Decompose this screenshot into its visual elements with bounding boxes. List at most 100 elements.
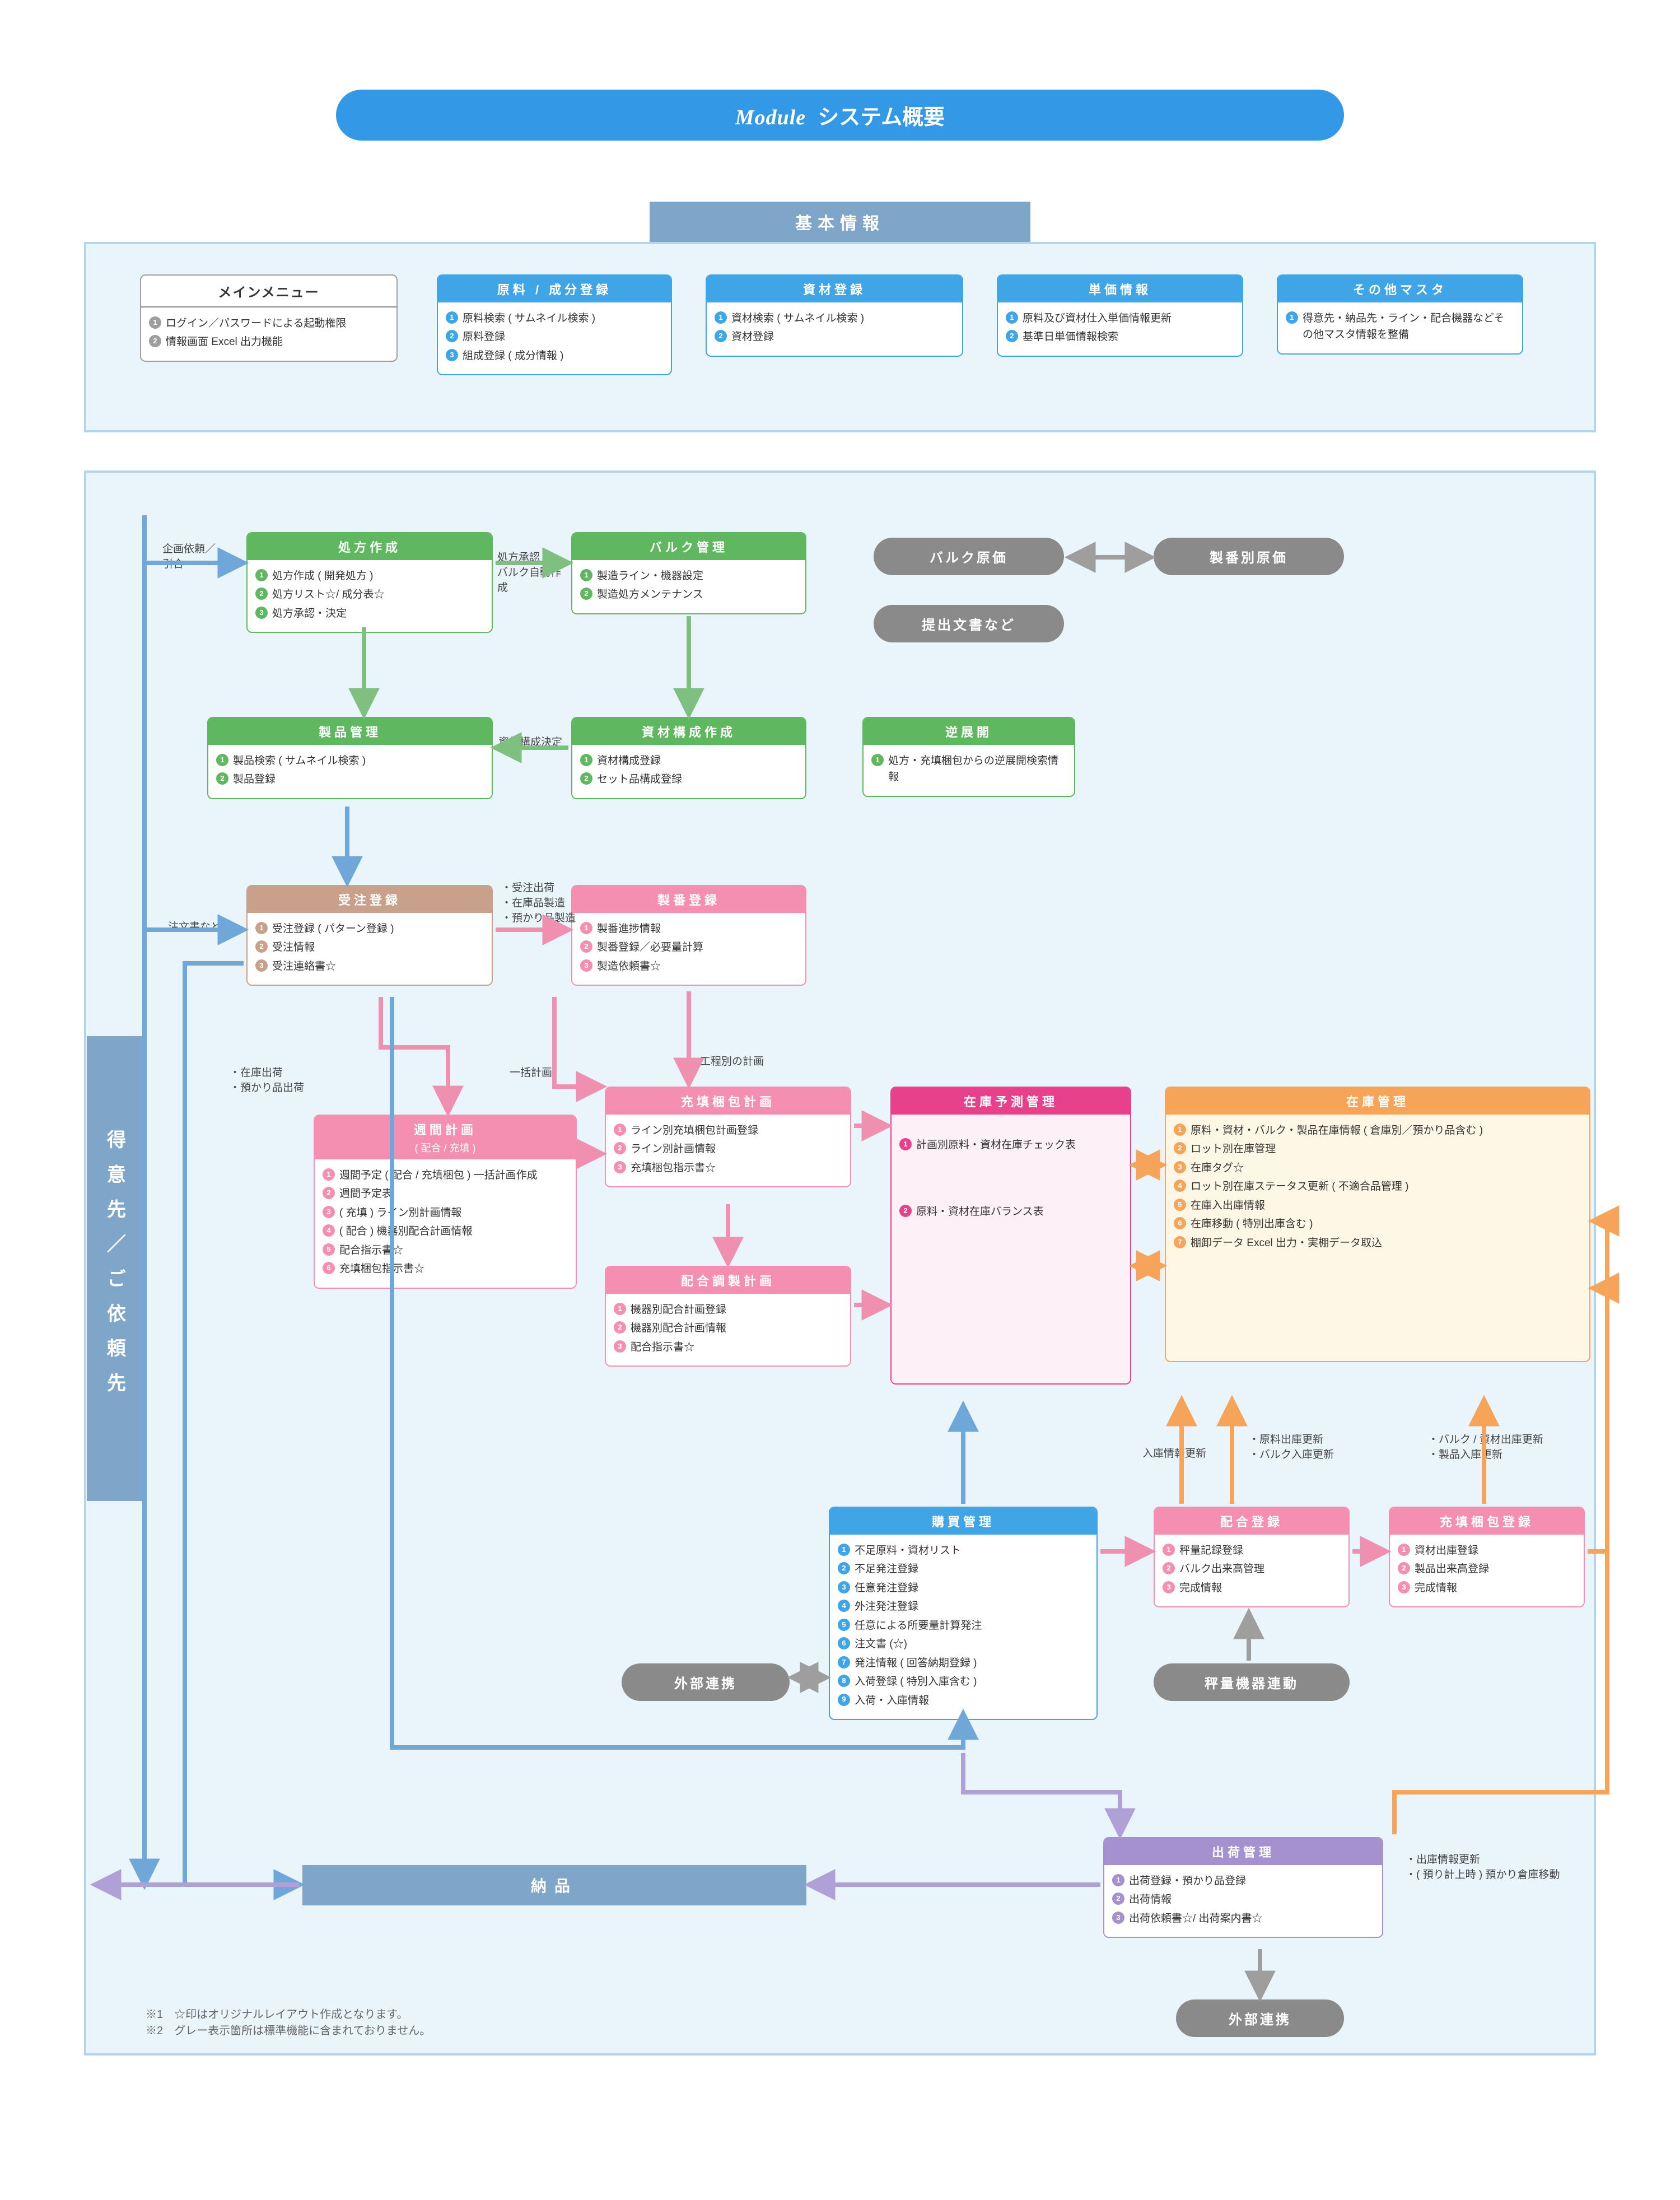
bullet-icon: 5 (323, 1243, 335, 1256)
card-item: 1週間予定 ( 配合 / 充填梱包 ) 一括計画作成 (323, 1167, 568, 1183)
card-item-text: 出荷依頼書☆/ 出荷案内書☆ (1129, 1910, 1263, 1927)
card-weekly: 週間計画( 配合 / 充填 )1週間予定 ( 配合 / 充填梱包 ) 一括計画作… (314, 1115, 577, 1289)
card-item-text: 機器別配合計画情報 (631, 1320, 726, 1336)
card-item-text: 外注発注登録 (855, 1598, 918, 1615)
section-basic-info: 基本情報 (650, 202, 1030, 242)
diagram-canvas: Module システム概要基本情報メインメニュー1ログイン／パスワードによる起動… (0, 0, 1680, 2200)
bullet-icon: 3 (838, 1581, 850, 1593)
bullet-icon: 3 (1163, 1581, 1175, 1593)
card-item: 1資材検索 ( サムネイル検索 ) (715, 310, 954, 327)
card-item-text: 資材検索 ( サムネイル検索 ) (731, 310, 864, 327)
bullet-icon: 7 (838, 1656, 850, 1668)
card-item-text: 在庫入出庫情報 (1191, 1197, 1265, 1214)
card-item-text: 原料及び資材仕入単価情報更新 (1023, 310, 1172, 327)
card-item: 2バルク出来高管理 (1163, 1561, 1341, 1577)
card-item-text: 製品検索 ( サムネイル検索 ) (233, 753, 366, 769)
card-body: 1ログイン／パスワードによる起動権限2情報画面 Excel 出力機能 (141, 307, 396, 361)
card-body: 1出荷登録・預かり品登録2出荷情報3出荷依頼書☆/ 出荷案内書☆ (1104, 1865, 1382, 1937)
card-item-text: 受注登録 ( パターン登録 ) (272, 921, 394, 937)
bullet-icon: 1 (1006, 311, 1018, 324)
card-item: 3完成情報 (1398, 1580, 1576, 1596)
card-item-text: 出荷登録・預かり品登録 (1129, 1873, 1246, 1889)
card-title: 在庫予測管理 (892, 1088, 1130, 1115)
card-item-text: 原料・資材在庫バランス表 (916, 1204, 1044, 1220)
card-item: 3( 充填 ) ライン別計画情報 (323, 1205, 568, 1221)
bullet-icon: 1 (1286, 311, 1298, 324)
card-item-text: 処方・充填梱包からの逆展開検索情報 (888, 753, 1066, 786)
card-item: 3充填梱包指示書☆ (614, 1160, 842, 1176)
card-recipe: 処方作成1処方作成 ( 開発処方 )2処方リスト☆/ 成分表☆3処方承認・決定 (246, 532, 493, 633)
card-item: 3配合指示書☆ (614, 1339, 842, 1355)
bullet-icon: 3 (255, 959, 268, 972)
bullet-icon: 9 (838, 1694, 850, 1706)
card-item: 2原料・資材在庫バランス表 (899, 1204, 1122, 1220)
card-item: 1資材構成登録 (580, 753, 797, 769)
card-ship: 出荷管理1出荷登録・預かり品登録2出荷情報3出荷依頼書☆/ 出荷案内書☆ (1103, 1837, 1383, 1938)
card-item: 5配合指示書☆ (323, 1242, 568, 1259)
card-body: 1製造ライン・機器設定2製造処方メンテナンス (572, 560, 805, 613)
card-item-text: 組成登録 ( 成分情報 ) (463, 348, 564, 364)
card-item-text: 受注連絡書☆ (272, 958, 336, 975)
card-item-text: 充填梱包指示書☆ (339, 1261, 424, 1277)
card-item: 2ライン別計画情報 (614, 1141, 842, 1157)
card-item: 2ロット別在庫管理 (1174, 1141, 1581, 1157)
pill-bulk-cost: バルク原価 (874, 538, 1064, 575)
card-item-text: 製番登録／必要量計算 (597, 939, 703, 955)
card-item-text: 在庫移動 ( 特別出庫含む ) (1191, 1216, 1313, 1232)
card-body: 1製品検索 ( サムネイル検索 )2製品登録 (208, 745, 492, 798)
card-material-reg: 資材登録1資材検索 ( サムネイル検索 )2資材登録 (706, 274, 963, 357)
card-item-text: ロット別在庫ステータス更新 ( 不適合品管理 ) (1191, 1178, 1409, 1195)
card-item-text: 基準日単価情報検索 (1023, 329, 1118, 345)
card-title: 処方作成 (248, 533, 492, 560)
card-title: 資材登録 (707, 276, 962, 302)
card-item: 1秤量記録登録 (1163, 1542, 1341, 1559)
pill-ext2: 外部連携 (1176, 1999, 1344, 2037)
title-bar: Module システム概要 (336, 90, 1344, 141)
card-item: 4ロット別在庫ステータス更新 ( 不適合品管理 ) (1174, 1178, 1581, 1195)
delivery-bar: 納品 (302, 1865, 806, 1905)
card-reverse: 逆展開1処方・充填梱包からの逆展開検索情報 (862, 717, 1075, 797)
bullet-icon: 2 (255, 588, 268, 600)
card-item: 1 原料及び資材仕入単価情報更新 (1006, 310, 1234, 327)
bullet-icon: 2 (580, 940, 592, 953)
bullet-icon: 2 (216, 772, 228, 785)
card-item-text: ライン別計画情報 (631, 1141, 716, 1157)
card-item: 3完成情報 (1163, 1580, 1341, 1596)
card-item: 3 処方承認・決定 (255, 605, 484, 622)
card-item: 2処方リスト☆/ 成分表☆ (255, 586, 484, 603)
card-matcomp: 資材構成作成1資材構成登録2セット品構成登録 (571, 717, 806, 799)
card-item: 1製造ライン・機器設定 (580, 568, 797, 584)
card-fillreg: 充填梱包登録1資材出庫登録2製品出来高登録3完成情報 (1389, 1507, 1585, 1607)
card-item: 6在庫移動 ( 特別出庫含む ) (1174, 1216, 1581, 1232)
card-item: 5任意による所要量計算発注 (838, 1618, 1089, 1634)
bullet-icon: 2 (838, 1562, 850, 1574)
bullet-icon: 3 (614, 1161, 626, 1173)
card-title: メインメニュー (141, 276, 396, 307)
card-product: 製品管理1製品検索 ( サムネイル検索 )2製品登録 (207, 717, 493, 799)
card-title: 週間計画 (315, 1116, 576, 1143)
footnotes: ※1 ☆印はオリジナルレイアウト作成となります。※2 グレー表示箇所は標準機能に… (146, 2005, 818, 2038)
bullet-icon: 2 (1398, 1562, 1410, 1574)
bullet-icon: 5 (1174, 1199, 1186, 1211)
card-item: 2原料登録 (446, 329, 663, 345)
card-item-text: 処方承認・決定 (272, 605, 347, 622)
card-body: 1不足原料・資材リスト2不足発注登録3任意発注登録4外注発注登録5任意による所要… (830, 1535, 1096, 1719)
card-item-text: 入荷登録 ( 特別入庫含む ) (855, 1674, 977, 1690)
card-body: 1資材構成登録2セット品構成登録 (572, 745, 805, 798)
bullet-icon: 1 (614, 1124, 626, 1136)
card-item: 1ライン別充填梱包計画登録 (614, 1122, 842, 1139)
card-item-text: 製品登録 (233, 771, 276, 787)
bullet-icon: 1 (446, 311, 458, 324)
bullet-icon: 2 (149, 335, 161, 347)
card-item: 1計画別原料・資材在庫チェック表 (899, 1137, 1122, 1153)
bullet-icon: 3 (446, 349, 458, 361)
bullet-icon: 3 (1398, 1581, 1410, 1593)
card-title: 単価情報 (998, 276, 1242, 302)
card-item-text: 入荷・入庫情報 (855, 1693, 929, 1709)
card-body: 1処方作成 ( 開発処方 )2処方リスト☆/ 成分表☆3処方承認・決定 (248, 560, 492, 632)
card-item: 1原料・資材・バルク・製品在庫情報 ( 倉庫別／預かり品含む ) (1174, 1122, 1581, 1139)
card-item: 1処方・充填梱包からの逆展開検索情報 (871, 753, 1066, 786)
bullet-icon: 8 (838, 1675, 850, 1687)
card-item: 2不足発注登録 (838, 1561, 1089, 1577)
bullet-icon: 3 (255, 607, 268, 619)
